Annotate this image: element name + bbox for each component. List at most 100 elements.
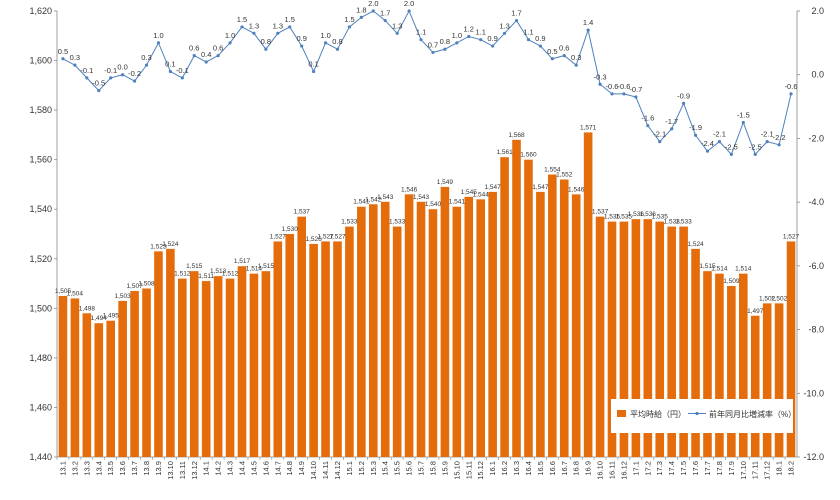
line-value-label: 2.0 xyxy=(404,0,414,8)
line-value-label: 1.7 xyxy=(511,9,521,18)
bar xyxy=(273,241,283,457)
bar-value-label: 1,561 xyxy=(496,149,513,156)
bar-value-label: 1,552 xyxy=(556,171,573,178)
line-point xyxy=(777,143,781,147)
left-tick-label: 1,480 xyxy=(29,353,52,363)
bar-value-label: 1,540 xyxy=(425,201,442,208)
bar xyxy=(380,201,390,457)
bar xyxy=(727,286,736,457)
line-value-label: 1.0 xyxy=(153,31,163,40)
line-point xyxy=(765,140,769,144)
line-value-label: -0.6 xyxy=(785,82,798,91)
x-tick-label: 17.5 xyxy=(679,461,688,476)
x-tick-label: 18.2 xyxy=(787,461,796,476)
legend-line-marker xyxy=(695,411,699,416)
bar xyxy=(201,281,211,457)
bar xyxy=(548,174,557,458)
x-tick-label: 17.10 xyxy=(739,461,748,480)
bar xyxy=(476,199,486,458)
line-value-label: 2.0 xyxy=(368,0,378,8)
x-tick-label: 16.10 xyxy=(596,461,605,480)
right-tick-label: -4.0 xyxy=(808,197,824,207)
line-point xyxy=(538,44,542,48)
bar xyxy=(285,234,295,457)
left-tick-label: 1,580 xyxy=(29,105,52,115)
line-value-label: 1.3 xyxy=(392,21,402,30)
bar xyxy=(715,273,724,457)
bar xyxy=(189,271,199,457)
x-tick-label: 14.10 xyxy=(309,461,318,480)
bar xyxy=(619,221,629,457)
x-tick-label: 13.2 xyxy=(70,461,79,476)
bar xyxy=(225,278,235,457)
bar-value-label: 1,514 xyxy=(711,266,728,273)
line-point xyxy=(240,25,244,29)
bar-value-label: 1,517 xyxy=(234,258,251,265)
left-tick-label: 1,540 xyxy=(29,204,52,214)
line-value-label: -0.9 xyxy=(677,91,690,100)
line-point xyxy=(192,54,196,58)
x-tick-label: 15.12 xyxy=(476,461,485,480)
bar xyxy=(750,315,760,457)
bar xyxy=(249,273,259,457)
bar xyxy=(536,191,545,457)
bar-value-label: 1,494 xyxy=(91,315,108,322)
x-tick-label: 15.6 xyxy=(405,461,414,476)
bar-value-label: 1,526 xyxy=(305,236,322,243)
bar-value-label: 1,509 xyxy=(723,278,740,285)
x-tick-label: 16.2 xyxy=(500,461,509,476)
line-value-label: -0.2 xyxy=(128,69,141,78)
bar xyxy=(667,226,676,457)
bar-value-label: 1,513 xyxy=(210,268,227,275)
bar xyxy=(655,221,665,457)
right-tick-label: -8.0 xyxy=(808,325,824,335)
x-tick-label: 14.7 xyxy=(273,461,282,476)
bar xyxy=(142,288,151,457)
line-point xyxy=(479,38,483,42)
line-value-label: -2.5 xyxy=(725,142,738,151)
line-value-label: -1.6 xyxy=(641,114,654,123)
x-tick-label: 14.12 xyxy=(333,461,342,480)
bar xyxy=(94,323,104,457)
line-point xyxy=(312,69,316,74)
left-tick-label: 1,520 xyxy=(29,254,52,264)
line-point xyxy=(180,76,184,80)
bar xyxy=(691,248,700,457)
bar xyxy=(774,303,784,457)
line-value-label: -1.7 xyxy=(665,117,678,126)
line-point xyxy=(109,76,113,80)
line-value-label: 1.7 xyxy=(380,9,390,18)
x-tick-label: 15.7 xyxy=(417,461,426,476)
line-point xyxy=(550,57,554,61)
line-point xyxy=(383,18,387,23)
bar xyxy=(357,206,366,457)
bar xyxy=(178,278,187,457)
line-series-path xyxy=(62,9,792,156)
x-tick-label: 14.9 xyxy=(297,461,306,476)
line-value-label: 1.3 xyxy=(273,21,283,30)
line-point xyxy=(622,92,626,96)
line-value-label: 0.8 xyxy=(440,37,450,46)
line-point xyxy=(97,89,101,93)
line-value-label: 0.5 xyxy=(547,47,557,56)
bar-value-label: 1,503 xyxy=(115,293,132,300)
bar-value-label: 1,505 xyxy=(55,288,72,295)
line-point xyxy=(323,41,328,45)
line-point xyxy=(228,41,232,45)
x-tick-label: 14.5 xyxy=(249,461,258,476)
bar-value-label: 1,495 xyxy=(103,313,120,320)
bar-value-label: 1,536 xyxy=(628,211,645,218)
line-value-label: -0.1 xyxy=(176,66,189,75)
line-value-label: -2.1 xyxy=(761,130,774,139)
line-point xyxy=(216,54,220,58)
x-tick-label: 16.7 xyxy=(560,461,569,476)
bar-value-label: 1,527 xyxy=(783,233,800,240)
legend-line-label: 前年同月比増減率（%） xyxy=(709,409,796,419)
x-tick-label: 17.11 xyxy=(751,461,760,479)
bar-value-label: 1,547 xyxy=(532,184,549,191)
line-point xyxy=(658,140,662,144)
bar xyxy=(297,216,306,457)
x-tick-label: 17.8 xyxy=(715,461,724,476)
